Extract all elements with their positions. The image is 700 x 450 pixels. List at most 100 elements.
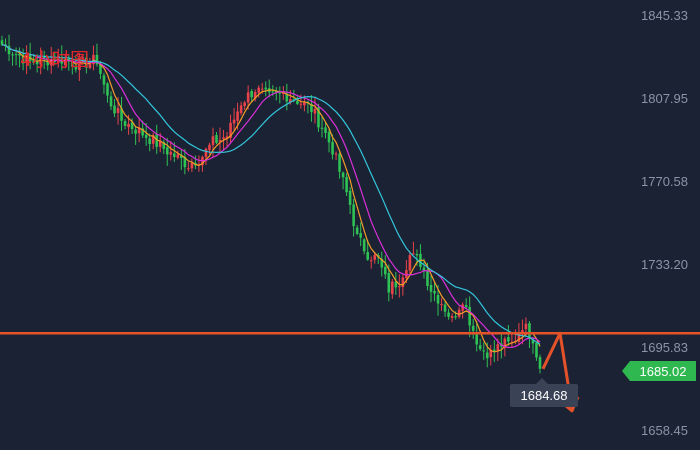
candle [194, 155, 197, 170]
candle-body [289, 99, 292, 103]
y-tick-label: 1695.83 [641, 340, 688, 355]
candle-body [447, 312, 450, 317]
candle [296, 96, 299, 106]
candle-body [215, 134, 218, 143]
candle [137, 117, 141, 143]
candle-body [433, 290, 436, 294]
candle-body [324, 127, 327, 134]
candle-body [348, 190, 352, 205]
candle [475, 320, 479, 352]
candle-body [173, 153, 176, 157]
candle-body [78, 58, 81, 70]
candle-body [127, 123, 130, 128]
candle-body [180, 154, 183, 159]
candle-body [141, 128, 144, 136]
candle-body [317, 107, 320, 128]
candle-body [429, 284, 433, 292]
candle [190, 158, 194, 173]
candle [464, 298, 468, 310]
y-tick-label: 1845.33 [641, 8, 688, 23]
candle [113, 99, 116, 118]
candle [310, 94, 313, 122]
candle [398, 274, 401, 298]
candle [42, 50, 46, 69]
low-price-label: 1684.68 [521, 388, 568, 403]
candle [204, 147, 208, 165]
candle-body [253, 92, 257, 99]
candle-body [528, 323, 531, 339]
candle-body [151, 135, 155, 144]
y-tick-label: 1733.20 [641, 257, 688, 272]
candle [355, 224, 359, 236]
candle [285, 83, 289, 111]
candle-body [391, 281, 394, 295]
candle-body [71, 62, 74, 67]
candle [461, 302, 464, 319]
candle-body [7, 45, 11, 55]
ma-mid-line [1, 44, 541, 349]
low-price-tag-pointer [536, 378, 548, 384]
candle-body [278, 92, 282, 94]
candle [538, 354, 542, 374]
candle [320, 116, 324, 138]
candle [313, 97, 317, 124]
candle [412, 241, 415, 255]
candle-body [398, 286, 401, 288]
candle-body [183, 156, 187, 168]
candle-body [274, 91, 278, 93]
candle [496, 338, 500, 362]
candle-body [218, 139, 222, 142]
candle [380, 251, 384, 277]
forecast-arrow [541, 331, 574, 410]
candle [169, 141, 173, 161]
moving-average-layer [1, 44, 541, 353]
candle-body [405, 270, 408, 279]
candle [106, 82, 109, 103]
candle-body [394, 281, 398, 288]
candle-body [359, 233, 362, 238]
candle-body [369, 260, 373, 262]
candle [11, 51, 14, 66]
candle [334, 151, 338, 161]
candle [151, 132, 155, 150]
candle [25, 45, 28, 75]
candle [331, 134, 334, 160]
candle-body [187, 168, 190, 170]
candle-body [517, 332, 521, 342]
candle [457, 306, 461, 319]
candle [391, 278, 394, 299]
candle [482, 342, 486, 360]
candle [366, 239, 369, 261]
candle [359, 222, 362, 247]
candle [56, 48, 60, 68]
candle [120, 96, 123, 131]
candle-body [443, 304, 447, 312]
y-tick-label: 1658.45 [641, 423, 688, 438]
candle-body [92, 54, 95, 65]
candle-body [106, 83, 109, 96]
candle [440, 297, 443, 311]
candle [197, 155, 201, 172]
candle-body [165, 147, 169, 155]
candle-body [14, 54, 18, 56]
candle-body [461, 304, 464, 311]
candle-body [415, 253, 419, 256]
candle-body [204, 148, 208, 157]
candle [92, 45, 95, 71]
last-price-tag: 1685.02 [622, 360, 696, 381]
candle [348, 186, 352, 215]
candle [383, 255, 387, 279]
candle-body [88, 62, 92, 68]
candle-body [408, 255, 412, 271]
candle [78, 52, 81, 82]
candle-body [158, 140, 162, 147]
candle [148, 133, 151, 152]
candle [187, 161, 190, 172]
candle [250, 88, 253, 103]
candle-body [21, 54, 25, 64]
candle-body [482, 350, 486, 352]
candle [176, 150, 180, 160]
candle-body [440, 304, 443, 306]
